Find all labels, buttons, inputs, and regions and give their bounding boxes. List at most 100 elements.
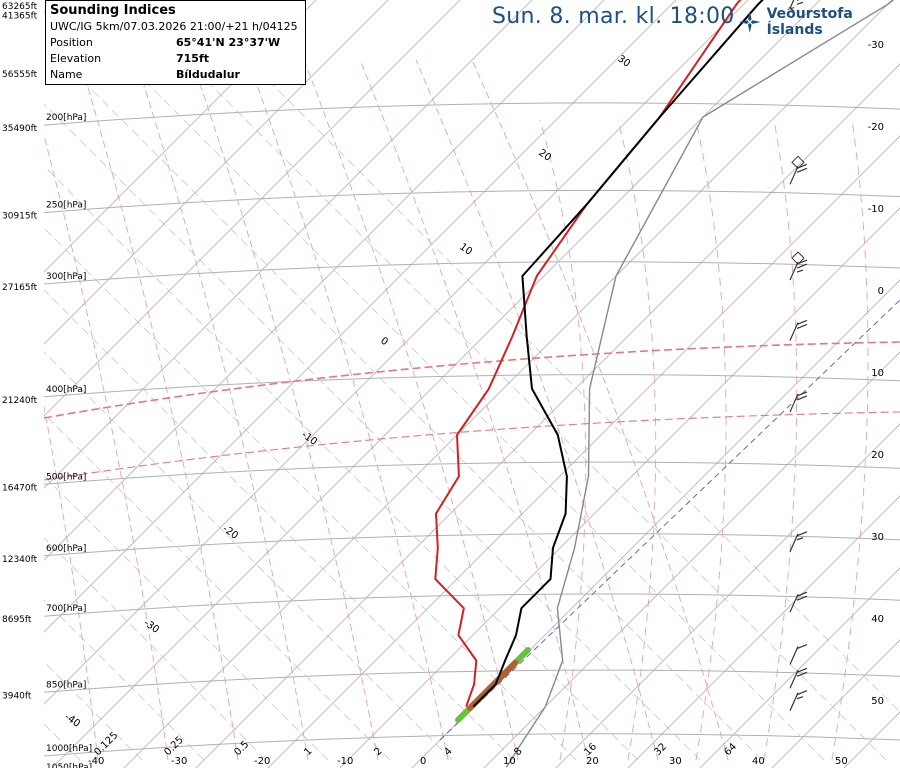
wind-barb-full — [796, 643, 808, 650]
mixing-ratio-line — [135, 59, 309, 761]
dry-adiabat-line — [44, 413, 391, 761]
wind-barb-staff — [789, 692, 799, 711]
sounding-info-box: Sounding Indices UWC/IG 5km/07.03.2026 2… — [45, 0, 306, 85]
altitude-label: 63265ft — [2, 2, 38, 12]
altitude-label: 12340ft — [2, 555, 38, 565]
dry-adiabat-line — [44, 103, 701, 761]
wind-barb-full — [796, 395, 808, 401]
isotherm-label: -40 — [62, 711, 82, 729]
temperature-axis-label: 0 — [420, 756, 426, 767]
wind-barb-full — [796, 591, 808, 597]
mixing-ratio-label: 64 — [722, 741, 739, 758]
mixing-ratio-line — [471, 59, 729, 761]
isotherm-line — [771, 639, 900, 768]
dry-adiabat-line — [44, 723, 81, 761]
parcel-profile-line — [505, 0, 895, 768]
isotherm-line — [44, 0, 677, 633]
isobar-line — [44, 733, 900, 757]
isotherm-label: -20 — [220, 523, 240, 541]
wind-barb-full — [796, 671, 808, 677]
temperature-axis-label: -20 — [254, 756, 270, 767]
info-row-label: Elevation — [50, 52, 102, 65]
wind-barb-full — [796, 323, 808, 330]
isotherm-line — [195, 63, 900, 768]
isotherm-label: 30 — [615, 53, 632, 69]
wind-barb-staff — [789, 0, 795, 9]
isotherm-label: 0 — [378, 335, 390, 348]
wind-barb — [789, 690, 808, 711]
forecast-time-title: Sun. 8. mar. kl. 18:00 — [492, 4, 735, 29]
mixing-ratio-line — [44, 133, 169, 761]
info-row-label: Name — [50, 68, 83, 81]
temperature-axis-label: -40 — [88, 756, 104, 767]
wind-barb — [789, 591, 808, 613]
altitude-label: 16470ft — [2, 483, 38, 493]
mixing-ratio-line — [191, 59, 379, 761]
wind-barb-staff — [789, 646, 799, 665]
isotherm-line — [627, 495, 900, 768]
isotherm-line — [411, 279, 900, 768]
info-row-value: Bíldudalur — [176, 68, 240, 81]
wind-barb-full — [796, 167, 808, 173]
wind-barb-half — [796, 696, 804, 700]
wind-barb-staff — [789, 393, 799, 413]
dry-adiabat-line — [44, 289, 515, 761]
right-axis-label: 50 — [871, 696, 884, 707]
wind-barb-full — [796, 595, 808, 601]
pressure-label: 500[hPa] — [46, 472, 86, 482]
temperature-axis-label: 20 — [586, 756, 599, 767]
wind-barb-staff — [789, 593, 799, 613]
mixing-ratio-line — [303, 59, 519, 761]
wind-barb — [789, 667, 808, 689]
wind-marker-diamond — [791, 251, 805, 265]
right-axis-label: -20 — [868, 122, 884, 133]
mixing-ratio-line — [359, 59, 589, 761]
isobar-line — [44, 189, 900, 214]
altitude-label: 30915ft — [2, 212, 38, 222]
temperature-axis-label: 50 — [835, 756, 848, 767]
dry-adiabat-line — [0, 60, 18, 760]
wind-barb-half — [796, 269, 804, 273]
info-row-elevation: Elevation 715ft — [50, 51, 301, 67]
model-run-info: UWC/IG 5km/07.03.2026 21:00/+21 h/04125 — [50, 20, 298, 33]
mixing-ratio-label: 4 — [442, 746, 454, 758]
isotherm-line — [51, 0, 821, 768]
dry-adiabat-line — [44, 661, 143, 761]
lifting-shade-brown — [467, 660, 518, 711]
isotherm-line — [843, 711, 900, 768]
info-row-value: 65°41'N 23°37'W — [176, 36, 281, 49]
logo-star-icon — [738, 11, 761, 33]
dewpoint-profile-line — [472, 0, 764, 708]
wind-barb-staff — [789, 261, 799, 281]
isotherm-line — [555, 423, 900, 768]
pressure-label: 1050[hPa] — [46, 763, 92, 768]
wind-barb-full — [796, 690, 808, 696]
pressure-label: 700[hPa] — [46, 604, 86, 614]
right-axis-label: 20 — [871, 450, 884, 461]
right-axis-label: -30 — [868, 40, 884, 51]
altitude-label: 8695ft — [2, 615, 32, 625]
vedurstofa-logo: Veðurstofa Íslands — [738, 6, 900, 38]
pressure-label: 400[hPa] — [46, 385, 86, 395]
isobar-line — [44, 261, 900, 285]
diagonal-reference-line — [439, 299, 900, 741]
wind-barb — [789, 251, 808, 281]
dry-adiabat-line — [44, 351, 453, 761]
right-axis-label: 10 — [871, 368, 884, 379]
mixing-ratio-label: 32 — [652, 741, 669, 758]
wind-barb-full — [796, 391, 808, 397]
pressure-label: 600[hPa] — [46, 544, 86, 554]
mixing-ratio-line — [79, 59, 239, 761]
tropopause-line — [44, 341, 900, 419]
temperature-axis-label: 10 — [503, 756, 516, 767]
wind-barb-staff — [789, 670, 799, 689]
mixing-ratio-label: 1 — [302, 746, 314, 758]
mixing-ratio-line — [415, 59, 659, 761]
info-row-label: Position — [50, 36, 93, 49]
moist-adiabat-line — [617, 119, 657, 761]
wind-barb-staff — [789, 166, 799, 185]
info-title: Sounding Indices — [50, 3, 176, 18]
altitude-label: 21240ft — [2, 396, 38, 406]
